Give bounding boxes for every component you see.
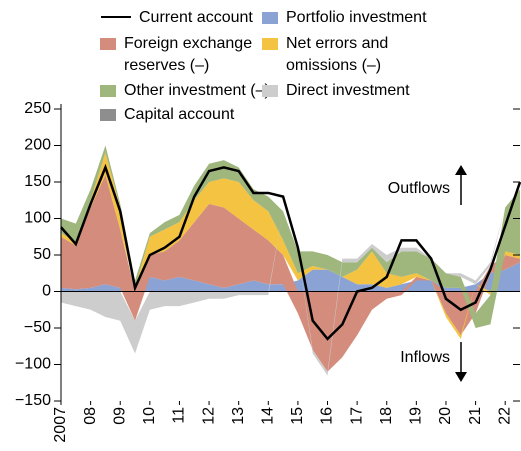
- area: [61, 174, 520, 372]
- legend-swatch: [100, 109, 116, 121]
- legend-label: Current account: [139, 9, 253, 26]
- y-tick-label: 0: [42, 283, 51, 300]
- x-tick-label: 18: [378, 407, 395, 425]
- x-tick-label: 16: [319, 407, 336, 425]
- x-tick-label: 17: [348, 407, 365, 425]
- y-tick-label: −50: [24, 319, 51, 336]
- x-tick-label: 12: [200, 407, 217, 425]
- legend-label: Portfolio investment: [286, 9, 427, 26]
- y-tick-label: 100: [24, 210, 51, 227]
- y-tick-label: −150: [15, 392, 51, 409]
- x-tick-label: 11: [171, 407, 188, 424]
- x-tick-label: 22: [496, 407, 513, 425]
- legend-swatch: [262, 12, 278, 24]
- x-tick-label: 10: [141, 407, 158, 425]
- area: [61, 145, 520, 328]
- x-tick-label: 20: [437, 407, 454, 425]
- legend-label: Foreign exchange reserves (–): [124, 35, 253, 74]
- x-tick-label: 2007: [52, 407, 69, 443]
- x-tick-label: 13: [230, 407, 247, 425]
- area: [61, 262, 520, 292]
- legend-swatch: [101, 16, 131, 18]
- legend-label: Direct investment: [286, 82, 410, 99]
- legend-label: Other investment (–): [124, 82, 270, 99]
- legend-swatch: [262, 38, 278, 50]
- x-tick-label: 19: [408, 407, 425, 425]
- x-tick-label: 08: [82, 407, 99, 425]
- arrowhead: [455, 372, 467, 382]
- x-tick-label: 15: [289, 407, 306, 425]
- annotation: Inflows: [400, 349, 450, 366]
- x-tick-label: 09: [111, 407, 128, 425]
- legend-swatch: [100, 38, 116, 50]
- annotation: Outflows: [388, 180, 450, 197]
- x-tick-label: 21: [467, 407, 484, 425]
- legend-label: Net errors and omissions (–): [286, 35, 389, 74]
- y-tick-label: 200: [24, 137, 51, 154]
- legend-swatch: [262, 85, 278, 97]
- y-tick-label: 50: [33, 246, 51, 263]
- legend-label: Capital account: [124, 106, 235, 123]
- line: [60, 163, 521, 341]
- legend-swatch: [100, 85, 116, 97]
- y-tick-label: −100: [15, 356, 51, 373]
- arrowhead: [455, 165, 467, 175]
- y-tick-label: 250: [24, 100, 51, 117]
- y-tick-label: 150: [24, 173, 51, 190]
- x-tick-label: 14: [260, 407, 277, 425]
